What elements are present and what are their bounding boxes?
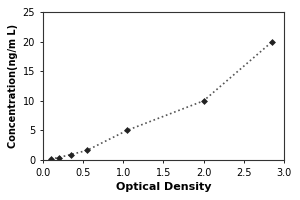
Y-axis label: Concentration(ng/m L): Concentration(ng/m L) xyxy=(8,24,18,148)
X-axis label: Optical Density: Optical Density xyxy=(116,182,211,192)
